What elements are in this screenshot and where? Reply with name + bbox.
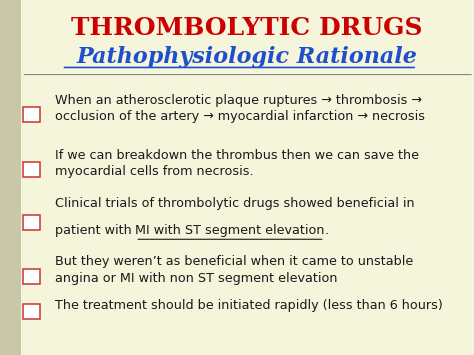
Text: patient with: patient with (55, 224, 135, 237)
Text: Clinical trials of thrombolytic drugs showed beneficial in: Clinical trials of thrombolytic drugs sh… (55, 197, 414, 209)
Text: THROMBOLYTIC DRUGS: THROMBOLYTIC DRUGS (71, 16, 422, 40)
FancyBboxPatch shape (23, 215, 40, 230)
Text: MI with ST segment elevation: MI with ST segment elevation (135, 224, 325, 237)
FancyBboxPatch shape (23, 107, 40, 122)
Text: .: . (325, 224, 329, 237)
Text: If we can breakdown the thrombus then we can save the
myocardial cells from necr: If we can breakdown the thrombus then we… (55, 148, 419, 178)
FancyBboxPatch shape (23, 269, 40, 284)
FancyBboxPatch shape (23, 304, 40, 319)
Text: But they weren’t as beneficial when it came to unstable
angina or MI with non ST: But they weren’t as beneficial when it c… (55, 255, 413, 285)
Text: Pathophysiologic Rationale: Pathophysiologic Rationale (76, 46, 417, 68)
Text: The treatment should be initiated rapidly (less than 6 hours): The treatment should be initiated rapidl… (55, 299, 442, 312)
FancyBboxPatch shape (0, 0, 21, 355)
FancyBboxPatch shape (23, 162, 40, 177)
Text: When an atherosclerotic plaque ruptures → thrombosis →
occlusion of the artery →: When an atherosclerotic plaque ruptures … (55, 93, 425, 123)
